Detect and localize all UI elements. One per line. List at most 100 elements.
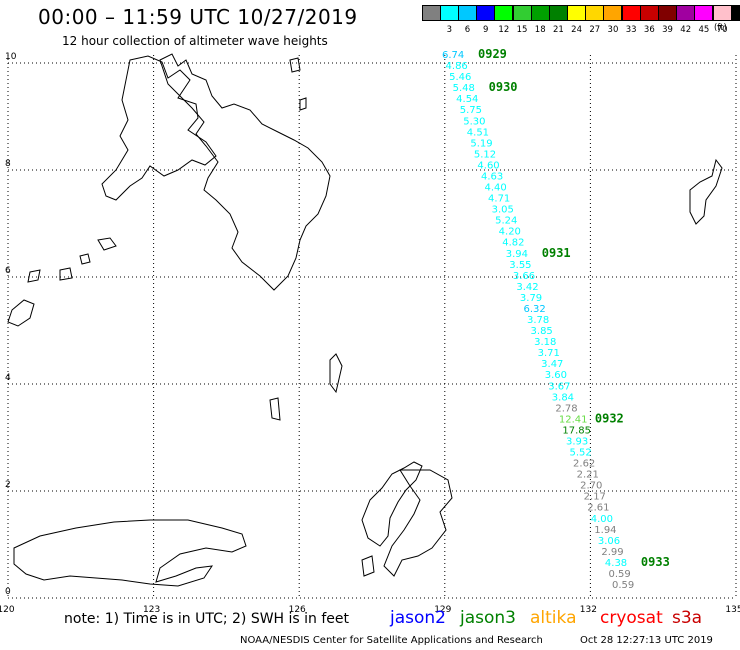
swh-observation: 4.86 [446, 61, 468, 72]
legend-item [730, 5, 740, 35]
swh-observation: 3.94 [506, 249, 528, 260]
swh-observation: 1.94 [594, 525, 616, 536]
swh-observation: 3.84 [552, 392, 574, 403]
swh-observation: 4.63 [481, 171, 503, 182]
legend-label: 18 [534, 25, 546, 35]
satellite-track: 6.744.865.465.484.545.755.304.515.195.12… [442, 50, 634, 591]
swh-observation: 3.47 [541, 359, 563, 370]
swh-observation: 3.60 [545, 370, 567, 381]
swh-observation: 5.52 [570, 448, 592, 459]
legend-label: 70 [716, 25, 728, 35]
coastline-halmahera [689, 158, 723, 225]
swh-observation: 4.71 [488, 194, 510, 205]
swh-observation: 6.74 [442, 50, 464, 61]
swh-observation: 3.18 [534, 337, 556, 348]
swh-observation: 3.05 [492, 205, 514, 216]
lat-tick-label: 2 [5, 480, 11, 490]
swh-observation: 0.59 [612, 580, 634, 591]
swh-observation: 4.20 [499, 227, 521, 238]
satellite-name: altika [530, 608, 577, 628]
legend-label: 45 [698, 25, 710, 35]
lon-tick-label: 120 [0, 605, 15, 615]
lat-tick-label: 10 [5, 52, 17, 62]
swh-observation: 5.24 [495, 216, 517, 227]
swh-observation: 5.12 [474, 149, 496, 160]
swh-observation: 4.54 [456, 94, 478, 105]
swh-observation: 2.21 [577, 470, 599, 481]
swh-observation: 2.17 [584, 492, 606, 503]
time-label: 0932 [595, 411, 624, 425]
legend-label: 6 [464, 25, 471, 35]
lon-tick-label: 135 [725, 605, 740, 615]
swh-observation: 4.00 [591, 514, 613, 525]
legend-label: 12 [498, 25, 510, 35]
footer-credit: NOAA/NESDIS Center for Satellite Applica… [240, 635, 543, 646]
swh-observation: 2.61 [587, 503, 609, 514]
swh-observation: 3.78 [527, 315, 549, 326]
legend-label: 9 [482, 25, 489, 35]
swh-observation: 2.99 [601, 547, 623, 558]
time-label: 0930 [489, 80, 518, 94]
swh-observation: 3.71 [538, 348, 560, 359]
coastline-sulawesi [13, 519, 247, 587]
legend-unit: (ft) [714, 23, 727, 33]
coastlines [7, 53, 723, 587]
satellite-name: jason2 [390, 608, 446, 628]
swh-observation: 3.06 [598, 536, 620, 547]
swh-observation: 6.32 [523, 304, 545, 315]
lat-tick-label: 8 [5, 159, 11, 169]
map-subtitle: 12 hour collection of altimeter wave hei… [62, 34, 328, 48]
time-label: 0933 [641, 555, 670, 569]
swh-observation: 4.60 [477, 160, 499, 171]
time-labels: 0929 0930 0931 0932 0933 [478, 47, 670, 569]
legend-label: 3 [446, 25, 452, 35]
swh-observation: 4.51 [467, 127, 489, 138]
swh-observation: 3.42 [516, 282, 538, 293]
legend-label: 24 [571, 25, 582, 35]
swh-observation: 5.46 [449, 72, 471, 83]
swh-observation: 4.40 [485, 183, 507, 194]
lon-tick-label: 126 [289, 605, 306, 615]
legend-item: 12 [494, 5, 514, 35]
swh-observation: 12.41 [559, 414, 588, 425]
legend-label: 15 [516, 25, 528, 35]
swh-observation: 3.67 [548, 381, 570, 392]
lat-tick-label: 0 [5, 587, 11, 597]
lon-tick-label: 132 [580, 605, 597, 615]
note-text: note: 1) Time is in UTC; 2) SWH is in fe… [64, 611, 350, 627]
lat-lon-grid: 120 123 126 129 132 135 0 2 4 6 8 10 [0, 52, 740, 615]
swh-observation: 5.75 [460, 105, 482, 116]
legend-item: 42 [676, 5, 696, 35]
swh-observation: 5.48 [453, 83, 475, 94]
legend-item: 21 [548, 5, 568, 35]
swh-observation: 2.62 [573, 459, 595, 470]
lon-tick-label: 129 [434, 605, 451, 615]
time-label: 0929 [478, 47, 507, 61]
lon-tick-label: 123 [143, 605, 160, 615]
legend-label: 27 [589, 25, 601, 35]
swh-observation: 4.82 [502, 238, 524, 249]
swh-observation: 0.59 [608, 569, 630, 580]
satellite-name: jason3 [460, 608, 516, 628]
color-legend: 3 6 9 12 15 18 21 24 27 30 33 36 39 42 45 70 [421, 5, 740, 35]
swh-observation: 2.78 [555, 403, 577, 414]
satellite-name: cryosat [600, 608, 663, 628]
swh-observation: 5.19 [470, 138, 492, 149]
footer-timestamp: Oct 28 12:27:13 UTC 2019 [580, 635, 713, 646]
map-title: 00:00 – 11:59 UTC 10/27/2019 [38, 5, 358, 29]
swh-observation: 3.55 [509, 260, 531, 271]
legend-label: 42 [680, 25, 692, 35]
coastline-mindanao [101, 55, 217, 201]
legend-label: 21 [552, 25, 564, 35]
legend-label: 33 [625, 25, 637, 35]
swh-observation: 3.85 [531, 326, 553, 337]
coastline-east-islands [361, 461, 453, 577]
legend-label: 39 [662, 25, 673, 35]
legend-label: 36 [643, 25, 655, 35]
lat-tick-label: 4 [5, 373, 11, 383]
satellite-name: s3a [672, 608, 703, 628]
coastline-small-islands [7, 57, 343, 421]
legend-label: 30 [607, 25, 619, 35]
swh-observation: 2.70 [580, 481, 602, 492]
